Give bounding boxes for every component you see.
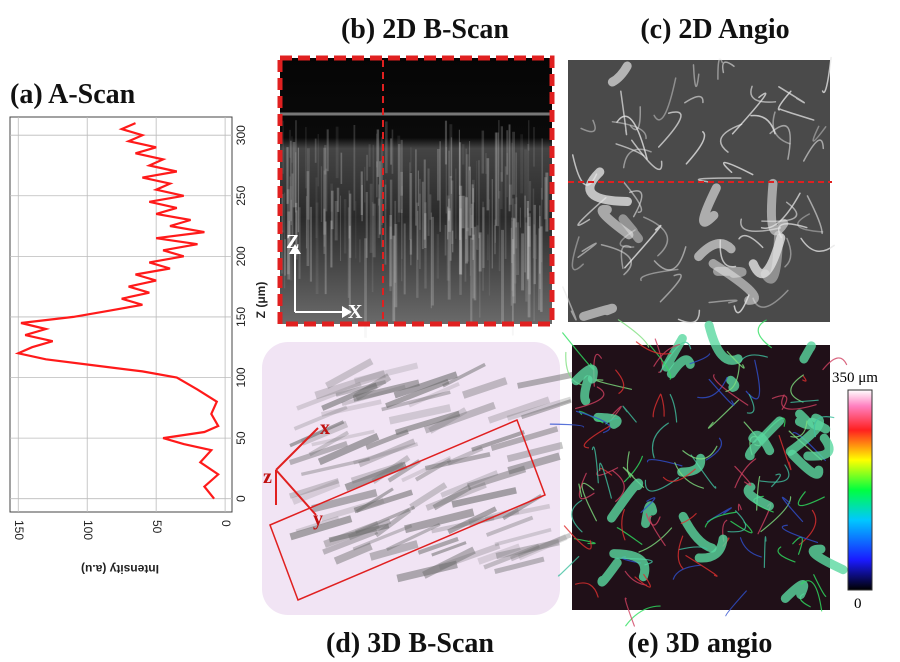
z-tick-label: 250 [234,185,248,205]
colorbar-label: 0 [854,596,862,612]
axis-label: Intensity (a.u) [81,562,159,576]
axis-label: y [313,508,323,530]
z-tick-label: 300 [234,125,248,145]
z-tick-label: 50 [234,431,248,445]
vessel [758,320,771,347]
z-tick-label: 200 [234,246,248,266]
colorbar [848,390,872,590]
plot-frame [10,117,232,512]
axis-label: X [348,301,363,323]
z-tick-label: 150 [234,307,248,327]
axis-label: x [320,417,330,439]
panel-title: (c) 2D Angio [640,14,789,45]
figure: (a) A-Scan 0 50 100 150 200 250 300 150 100 50 0 Z … [0,0,900,662]
panel-title: (a) A-Scan [10,79,136,110]
z-tick-label: 100 [234,367,248,387]
intensity-tick-label: 100 [81,520,95,540]
vessel [585,380,589,401]
vessel [717,271,742,273]
panel-title: (b) 2D B-Scan [341,14,509,45]
colorbar-label: 350 μm [832,370,878,386]
z-tick-label: 0 [234,495,248,502]
vessel [618,320,648,347]
angio-image [568,60,830,322]
axis-label: Z [286,231,299,253]
intensity-tick-label: 150 [12,520,26,540]
axis-label: Z (μm) [254,282,268,319]
intensity-tick-label: 0 [219,520,233,527]
panel-title: (d) 3D B-Scan [326,628,494,659]
intensity-tick-label: 50 [150,520,164,534]
panel-title: (e) 3D angio [628,628,773,659]
axis-label: z [263,466,272,488]
